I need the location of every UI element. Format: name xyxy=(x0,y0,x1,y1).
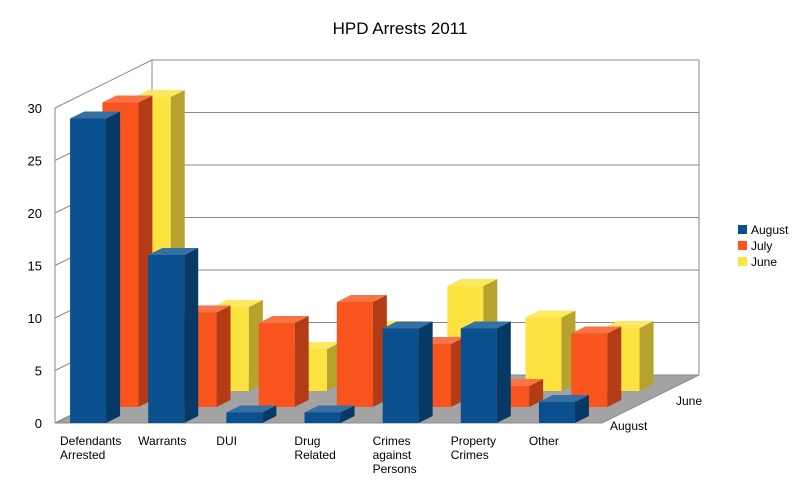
bar xyxy=(304,405,355,423)
bar-front xyxy=(258,323,295,407)
bar-top xyxy=(70,111,121,119)
bar-top xyxy=(148,248,199,255)
category-label: DUI xyxy=(216,434,237,448)
bar-front xyxy=(226,412,263,423)
bar xyxy=(525,310,576,391)
bar-side xyxy=(529,379,544,407)
bar-top xyxy=(336,295,387,302)
bar-front xyxy=(571,333,608,407)
depth-axis: August June xyxy=(610,394,702,433)
legend-swatch xyxy=(738,241,747,250)
bar-top xyxy=(460,321,511,329)
bar-top xyxy=(382,321,433,329)
bar-side xyxy=(574,395,589,423)
bar-front xyxy=(304,412,341,423)
category-label-line: Defendants xyxy=(60,434,121,448)
bar-front xyxy=(336,302,373,407)
bars xyxy=(70,90,654,423)
depth-label-back: June xyxy=(676,394,702,408)
bar-top xyxy=(212,300,263,307)
bar-top xyxy=(603,321,654,328)
category-label: Drug Related xyxy=(294,434,335,462)
bar xyxy=(226,405,277,423)
bar xyxy=(148,248,199,423)
bar-side xyxy=(294,316,309,407)
category-label-line: Other xyxy=(529,434,559,448)
bar-top xyxy=(134,90,185,97)
bar xyxy=(382,321,433,423)
legend-label: June xyxy=(751,255,777,269)
bar-top xyxy=(525,310,576,318)
bar-front xyxy=(525,317,562,391)
category-label: Crimes against Persons xyxy=(373,434,417,476)
bar xyxy=(258,316,309,407)
bar-side xyxy=(607,326,622,407)
legend-swatch xyxy=(738,225,747,234)
x-axis: Defendants Arrested Warrants DUI Drug Related… xyxy=(60,434,559,476)
bar-front xyxy=(538,402,575,423)
legend-label: July xyxy=(751,239,772,253)
legend-label: August xyxy=(751,223,789,237)
bar-top xyxy=(538,395,589,402)
bar-side xyxy=(106,111,121,423)
legend-swatch xyxy=(738,257,747,266)
bar-side xyxy=(184,248,199,423)
bar-top xyxy=(102,95,153,103)
bar-top xyxy=(447,279,498,286)
y-tick-label: 0 xyxy=(35,416,42,431)
y-axis: 0 5 10 15 20 25 30 xyxy=(28,101,42,431)
category-label-line: Drug xyxy=(294,434,320,448)
chart-title: HPD Arrests 2011 xyxy=(333,19,468,38)
bar xyxy=(538,395,589,423)
bar xyxy=(336,295,387,407)
depth-label-front: August xyxy=(610,419,648,433)
y-tick-label: 30 xyxy=(28,101,42,116)
gridline-side xyxy=(54,59,153,109)
y-tick-label: 25 xyxy=(28,154,42,169)
bar-side xyxy=(418,321,433,423)
bar-front xyxy=(70,118,107,423)
category-label-line: DUI xyxy=(216,434,237,448)
bar-top xyxy=(571,326,622,334)
bar-top xyxy=(304,405,355,413)
category-label-line: Crimes xyxy=(451,448,489,462)
bar-side xyxy=(496,321,511,423)
bar-side xyxy=(340,405,355,423)
bar-top xyxy=(258,316,309,323)
y-tick-label: 10 xyxy=(28,311,42,326)
bar-front xyxy=(148,255,185,423)
bar xyxy=(70,111,121,423)
category-label-line: Related xyxy=(294,448,335,462)
bar-side xyxy=(262,405,277,423)
category-label-line: Warrants xyxy=(138,434,186,448)
bar-front xyxy=(460,328,497,423)
legend: August July June xyxy=(738,223,789,269)
y-tick-label: 20 xyxy=(28,206,42,221)
category-label: Property Crimes xyxy=(451,434,496,462)
bar-side xyxy=(216,305,231,407)
bar-top xyxy=(226,405,277,413)
category-label-line: Crimes xyxy=(373,434,411,448)
bar-side xyxy=(639,321,654,391)
category-label-line: Persons xyxy=(373,462,417,476)
bar xyxy=(460,321,511,423)
category-label-line: Property xyxy=(451,434,496,448)
y-tick-label: 5 xyxy=(35,364,42,379)
category-label-line: Arrested xyxy=(60,448,105,462)
bar xyxy=(571,326,622,407)
category-label: Defendants Arrested xyxy=(60,434,121,462)
y-tick-label: 15 xyxy=(28,259,42,274)
category-label-line: against xyxy=(373,448,412,462)
bar-front xyxy=(382,328,419,423)
category-label: Other xyxy=(529,434,559,448)
category-label: Warrants xyxy=(138,434,186,448)
